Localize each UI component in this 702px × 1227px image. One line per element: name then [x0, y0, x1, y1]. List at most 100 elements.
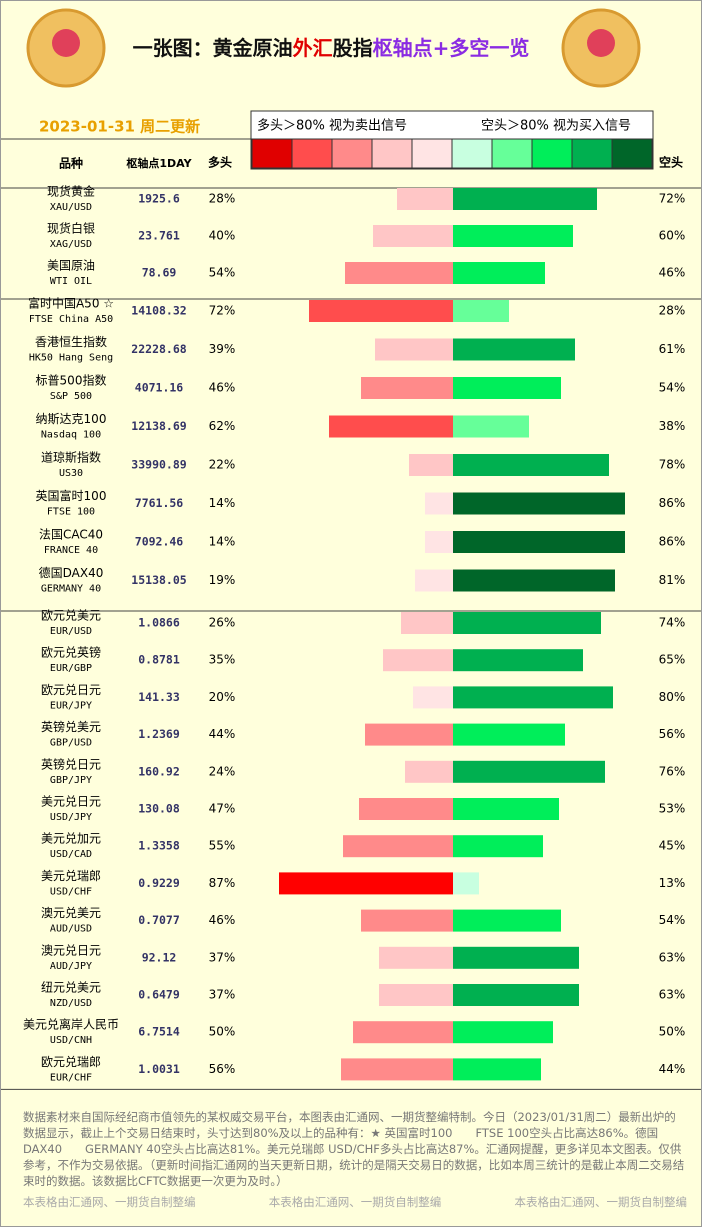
footer-note: 数据素材来自国际经纪商市值领先的某权威交易平台，本图表由汇通网、一期货整编特制。…: [23, 1110, 685, 1188]
row-pivot: 23.761: [138, 229, 180, 243]
legend-right: 空头＞80% 视为买入信号: [481, 119, 631, 134]
row-name: 标普500指数: [36, 373, 107, 388]
short-bar: [453, 262, 545, 284]
long-bar: [309, 300, 453, 322]
long-bar: [413, 686, 453, 709]
row-pivot: 7092.46: [135, 535, 184, 549]
row-name: 英国富时100: [36, 488, 107, 503]
row-pivot: 14108.32: [131, 304, 186, 318]
row-code: GBP/JPY: [50, 775, 92, 786]
short-label: 60%: [659, 229, 686, 243]
row-code: EUR/GBP: [50, 663, 92, 674]
short-bar: [453, 649, 583, 672]
legend-swatch: [611, 138, 653, 169]
long-bar: [375, 338, 453, 361]
row-name: 澳元兑美元: [41, 906, 101, 920]
row-pivot: 6.7514: [138, 1025, 180, 1039]
long-label: 46%: [209, 381, 236, 395]
credits: 本表格由汇通网、一期货自制整编 本表格由汇通网、一期货自制整编 本表格由汇通网、一期…: [23, 1194, 687, 1210]
short-bar: [453, 798, 559, 820]
short-bar: [453, 492, 625, 515]
long-label: 55%: [209, 839, 236, 853]
long-bar: [341, 1058, 453, 1081]
long-label: 50%: [209, 1025, 236, 1039]
row-name: 美元兑瑞郎: [41, 869, 101, 883]
title-part: 一张图：黄金原油: [133, 36, 293, 60]
row-pivot: 1.0866: [138, 616, 180, 630]
short-label: 53%: [659, 802, 686, 816]
long-bar: [361, 909, 453, 932]
row-name: 道琼斯指数: [41, 450, 101, 465]
long-label: 28%: [209, 192, 236, 206]
row-code: US30: [59, 468, 83, 479]
short-bar: [453, 454, 609, 476]
row-name: 香港恒生指数: [35, 334, 107, 349]
row-code: EUR/JPY: [50, 700, 92, 711]
long-label: 40%: [209, 229, 236, 243]
credit: 本表格由汇通网、一期货自制整编: [23, 1195, 196, 1209]
short-label: 54%: [659, 381, 686, 395]
short-label: 74%: [659, 616, 686, 630]
short-label: 78%: [659, 458, 686, 472]
title-part: 股指: [333, 36, 373, 60]
long-label: 35%: [209, 653, 236, 667]
long-bar: [401, 612, 453, 634]
credit: 本表格由汇通网、一期货自制整编: [514, 1195, 688, 1209]
row-pivot: 1.2369: [138, 727, 180, 741]
row-code: XAG/USD: [50, 239, 92, 250]
short-label: 28%: [659, 304, 686, 318]
long-label: 24%: [209, 764, 236, 778]
col-name: 品种: [59, 156, 83, 171]
row-code: FRANCE 40: [44, 545, 98, 556]
long-bar: [425, 492, 453, 515]
row-code: USD/CHF: [50, 886, 92, 897]
long-bar: [405, 760, 453, 783]
short-label: 65%: [659, 653, 686, 667]
legend-swatch: [411, 138, 453, 169]
long-bar: [329, 415, 453, 438]
row-name: 现货白银: [47, 221, 95, 236]
long-bar: [415, 569, 453, 592]
legend-swatch: [571, 138, 613, 169]
logo-left: [26, 8, 106, 88]
col-pivot: 枢轴点1DAY: [126, 156, 192, 170]
row-code: USD/CNH: [50, 1035, 92, 1046]
short-label: 76%: [659, 764, 686, 778]
short-bar: [453, 946, 579, 969]
legend-swatch: [451, 138, 493, 169]
long-label: 19%: [209, 573, 236, 587]
long-label: 54%: [209, 266, 236, 280]
long-label: 20%: [209, 690, 236, 704]
row-code: AUD/JPY: [50, 961, 92, 972]
short-label: 56%: [659, 727, 686, 741]
short-bar: [453, 300, 509, 322]
chart: 一张图：黄金原油外汇股指枢轴点+多空一览 2023-01-31 周二更新 多头＞…: [1, 8, 701, 1090]
short-label: 72%: [659, 192, 686, 206]
long-bar: [345, 262, 453, 284]
col-short: 空头: [659, 155, 683, 170]
row-name: 美国原油: [47, 259, 95, 273]
long-label: 47%: [209, 802, 236, 816]
date: 2023-01-31 周二更新: [39, 118, 200, 136]
row-name: 澳元兑日元: [41, 943, 101, 957]
row-name: 英镑兑日元: [41, 756, 101, 771]
row-pivot: 1925.6: [138, 192, 180, 206]
long-label: 72%: [209, 304, 236, 318]
legend-swatch: [331, 138, 373, 169]
long-label: 62%: [209, 419, 236, 433]
row-code: AUD/USD: [50, 924, 92, 935]
title: 一张图：黄金原油外汇股指枢轴点+多空一览: [133, 36, 530, 60]
long-bar: [353, 1021, 453, 1044]
short-label: 45%: [659, 839, 686, 853]
row-name: 欧元兑日元: [41, 683, 101, 697]
long-bar: [279, 872, 453, 895]
row-code: GBP/USD: [50, 738, 92, 749]
row-name: 欧元兑英镑: [41, 645, 101, 660]
short-bar: [453, 909, 561, 932]
long-label: 37%: [209, 988, 236, 1002]
legend-swatch: [371, 138, 413, 169]
row-name: 现货黄金: [47, 184, 95, 199]
short-label: 86%: [659, 535, 686, 549]
row-code: USD/JPY: [50, 812, 92, 823]
title-part: 枢轴点+多空一览: [373, 36, 530, 60]
